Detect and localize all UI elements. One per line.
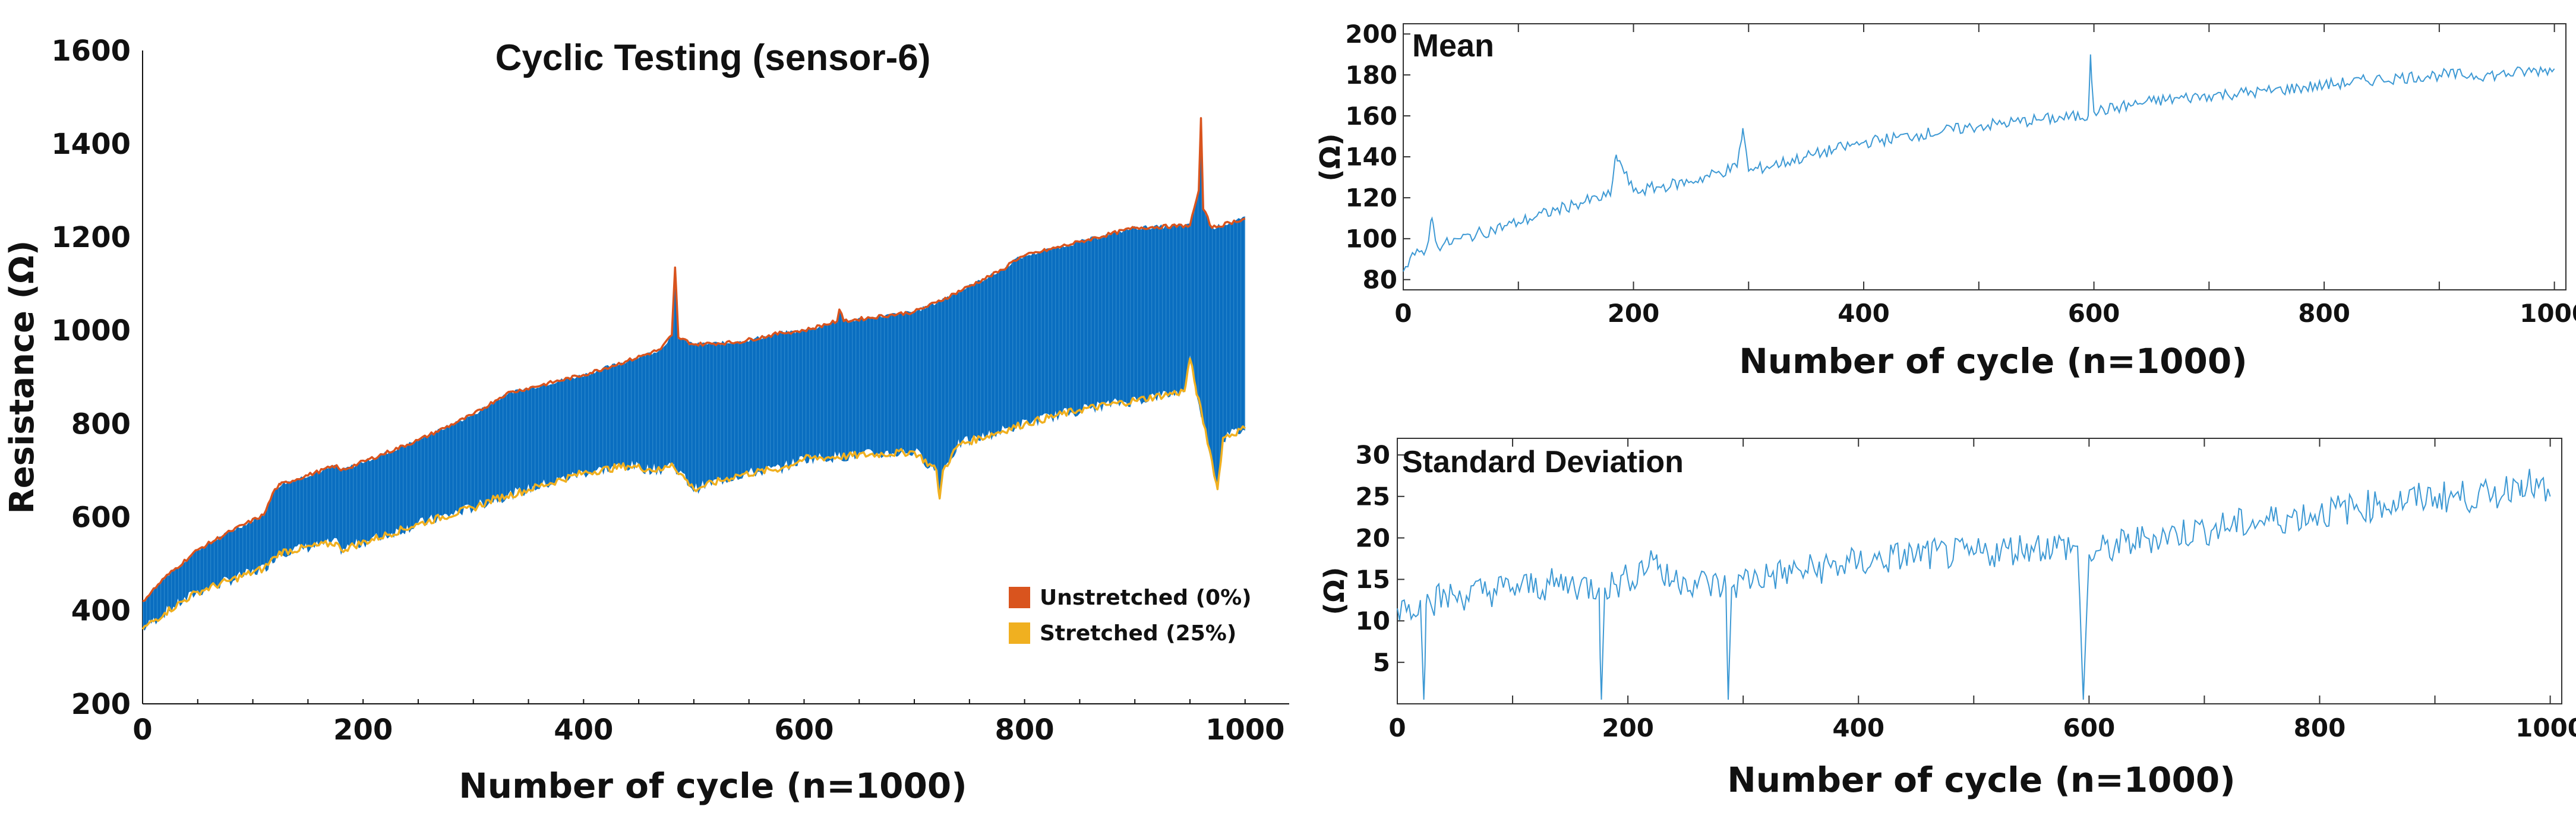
std-x-tick-label: 800 xyxy=(2294,713,2346,742)
main-resistance-band xyxy=(143,118,1245,631)
std-y-tick-label: 25 xyxy=(1356,482,1390,511)
unstretched-series-line xyxy=(142,117,1246,602)
mean-y-axis-label: (Ω) xyxy=(1314,133,1346,181)
main-x-tick-label: 200 xyxy=(333,713,393,747)
mean-plot-frame xyxy=(1403,23,2566,290)
main-y-tick-label: 400 xyxy=(71,595,131,628)
std-x-tick-label: 0 xyxy=(1388,713,1406,742)
std-y-tick-label: 20 xyxy=(1356,523,1390,552)
main-series-lines xyxy=(141,117,1246,630)
mean-x-tick-label: 600 xyxy=(2068,299,2120,328)
legend-swatch-stretched xyxy=(1009,622,1030,644)
legend-swatch-unstretched xyxy=(1009,587,1030,608)
mean-y-tick-label: 100 xyxy=(1345,225,1397,254)
main-y-tick-label: 1400 xyxy=(51,128,131,161)
std-chart-title: Standard Deviation xyxy=(1402,445,1684,479)
std-ticks: 5 10 15 20 25 30 0 200 400 600 800 1000 xyxy=(1356,441,2576,742)
main-x-tick-label: 600 xyxy=(774,713,834,747)
std-y-tick-label: 15 xyxy=(1356,565,1390,594)
std-x-axis-label: Number of cycle (n=1000) xyxy=(1727,760,2236,800)
main-y-tick-label: 600 xyxy=(71,501,131,535)
std-x-tick-label: 200 xyxy=(1602,713,1654,742)
mean-x-axis-label: Number of cycle (n=1000) xyxy=(1739,341,2247,381)
mean-x-tick-label: 1000 xyxy=(2520,299,2576,328)
main-legend: Unstretched (0%) Stretched (25%) xyxy=(1009,586,1252,646)
mean-x-tick-label: 800 xyxy=(2298,299,2350,328)
mean-x-tick-label: 200 xyxy=(1608,299,1660,328)
main-y-tick-label: 1000 xyxy=(51,314,131,347)
main-x-tick-label: 0 xyxy=(132,713,152,747)
std-series-line xyxy=(1397,469,2551,700)
std-x-tick-label: 400 xyxy=(1832,713,1884,742)
std-y-axis-label: (Ω) xyxy=(1318,567,1350,615)
main-x-tick-label: 800 xyxy=(995,713,1055,747)
main-y-tick-label: 800 xyxy=(71,407,131,441)
std-x-tick-label: 600 xyxy=(2063,713,2116,742)
mean-y-tick-label: 200 xyxy=(1345,20,1397,49)
mean-y-tick-label: 180 xyxy=(1345,61,1397,90)
legend-label-stretched: Stretched (25%) xyxy=(1040,621,1236,646)
std-y-tick-label: 10 xyxy=(1356,606,1390,636)
resistance-band-area xyxy=(143,118,1245,631)
mean-y-tick-label: 80 xyxy=(1363,265,1397,294)
main-y-tick-label: 1600 xyxy=(51,34,131,68)
std-y-tick-label: 5 xyxy=(1373,648,1390,677)
main-chart-title: Cyclic Testing (sensor-6) xyxy=(495,37,931,78)
legend-label-unstretched: Unstretched (0%) xyxy=(1040,586,1252,610)
main-x-tick-label: 1000 xyxy=(1205,713,1285,747)
stretched-series-line xyxy=(141,357,1246,630)
mean-series-path xyxy=(1403,54,2555,272)
std-x-tick-label: 1000 xyxy=(2515,713,2576,742)
mean-x-tick-label: 400 xyxy=(1838,299,1890,328)
mean-chart: 80 100 120 140 160 180 200 0 200 400 600 800 1000 Me… xyxy=(1314,20,2576,381)
main-plot-frame xyxy=(142,50,1289,704)
std-series-path xyxy=(1397,469,2551,700)
main-x-tick-label: 400 xyxy=(554,713,613,747)
mean-chart-title: Mean xyxy=(1412,28,1494,64)
mean-ticks: 80 100 120 140 160 180 200 0 200 400 600 800 1000 xyxy=(1345,20,2576,328)
std-y-tick-label: 30 xyxy=(1356,441,1390,470)
std-plot-frame xyxy=(1397,438,2562,704)
mean-y-tick-label: 120 xyxy=(1345,184,1397,213)
mean-y-tick-label: 140 xyxy=(1345,143,1397,172)
mean-series-line xyxy=(1403,54,2555,272)
main-y-axis-label: Resistance (Ω) xyxy=(3,241,42,514)
mean-x-tick-label: 0 xyxy=(1394,299,1412,328)
std-tick-marks xyxy=(1512,438,2551,704)
main-y-tick-label: 200 xyxy=(71,688,131,721)
std-chart: 5 10 15 20 25 30 0 200 400 600 800 1000 Standard De… xyxy=(1318,438,2576,800)
main-x-axis-label: Number of cycle (n=1000) xyxy=(459,766,967,806)
mean-tick-marks xyxy=(1517,24,2555,290)
main-y-tick-label: 1200 xyxy=(51,221,131,254)
mean-y-tick-label: 160 xyxy=(1345,102,1397,131)
